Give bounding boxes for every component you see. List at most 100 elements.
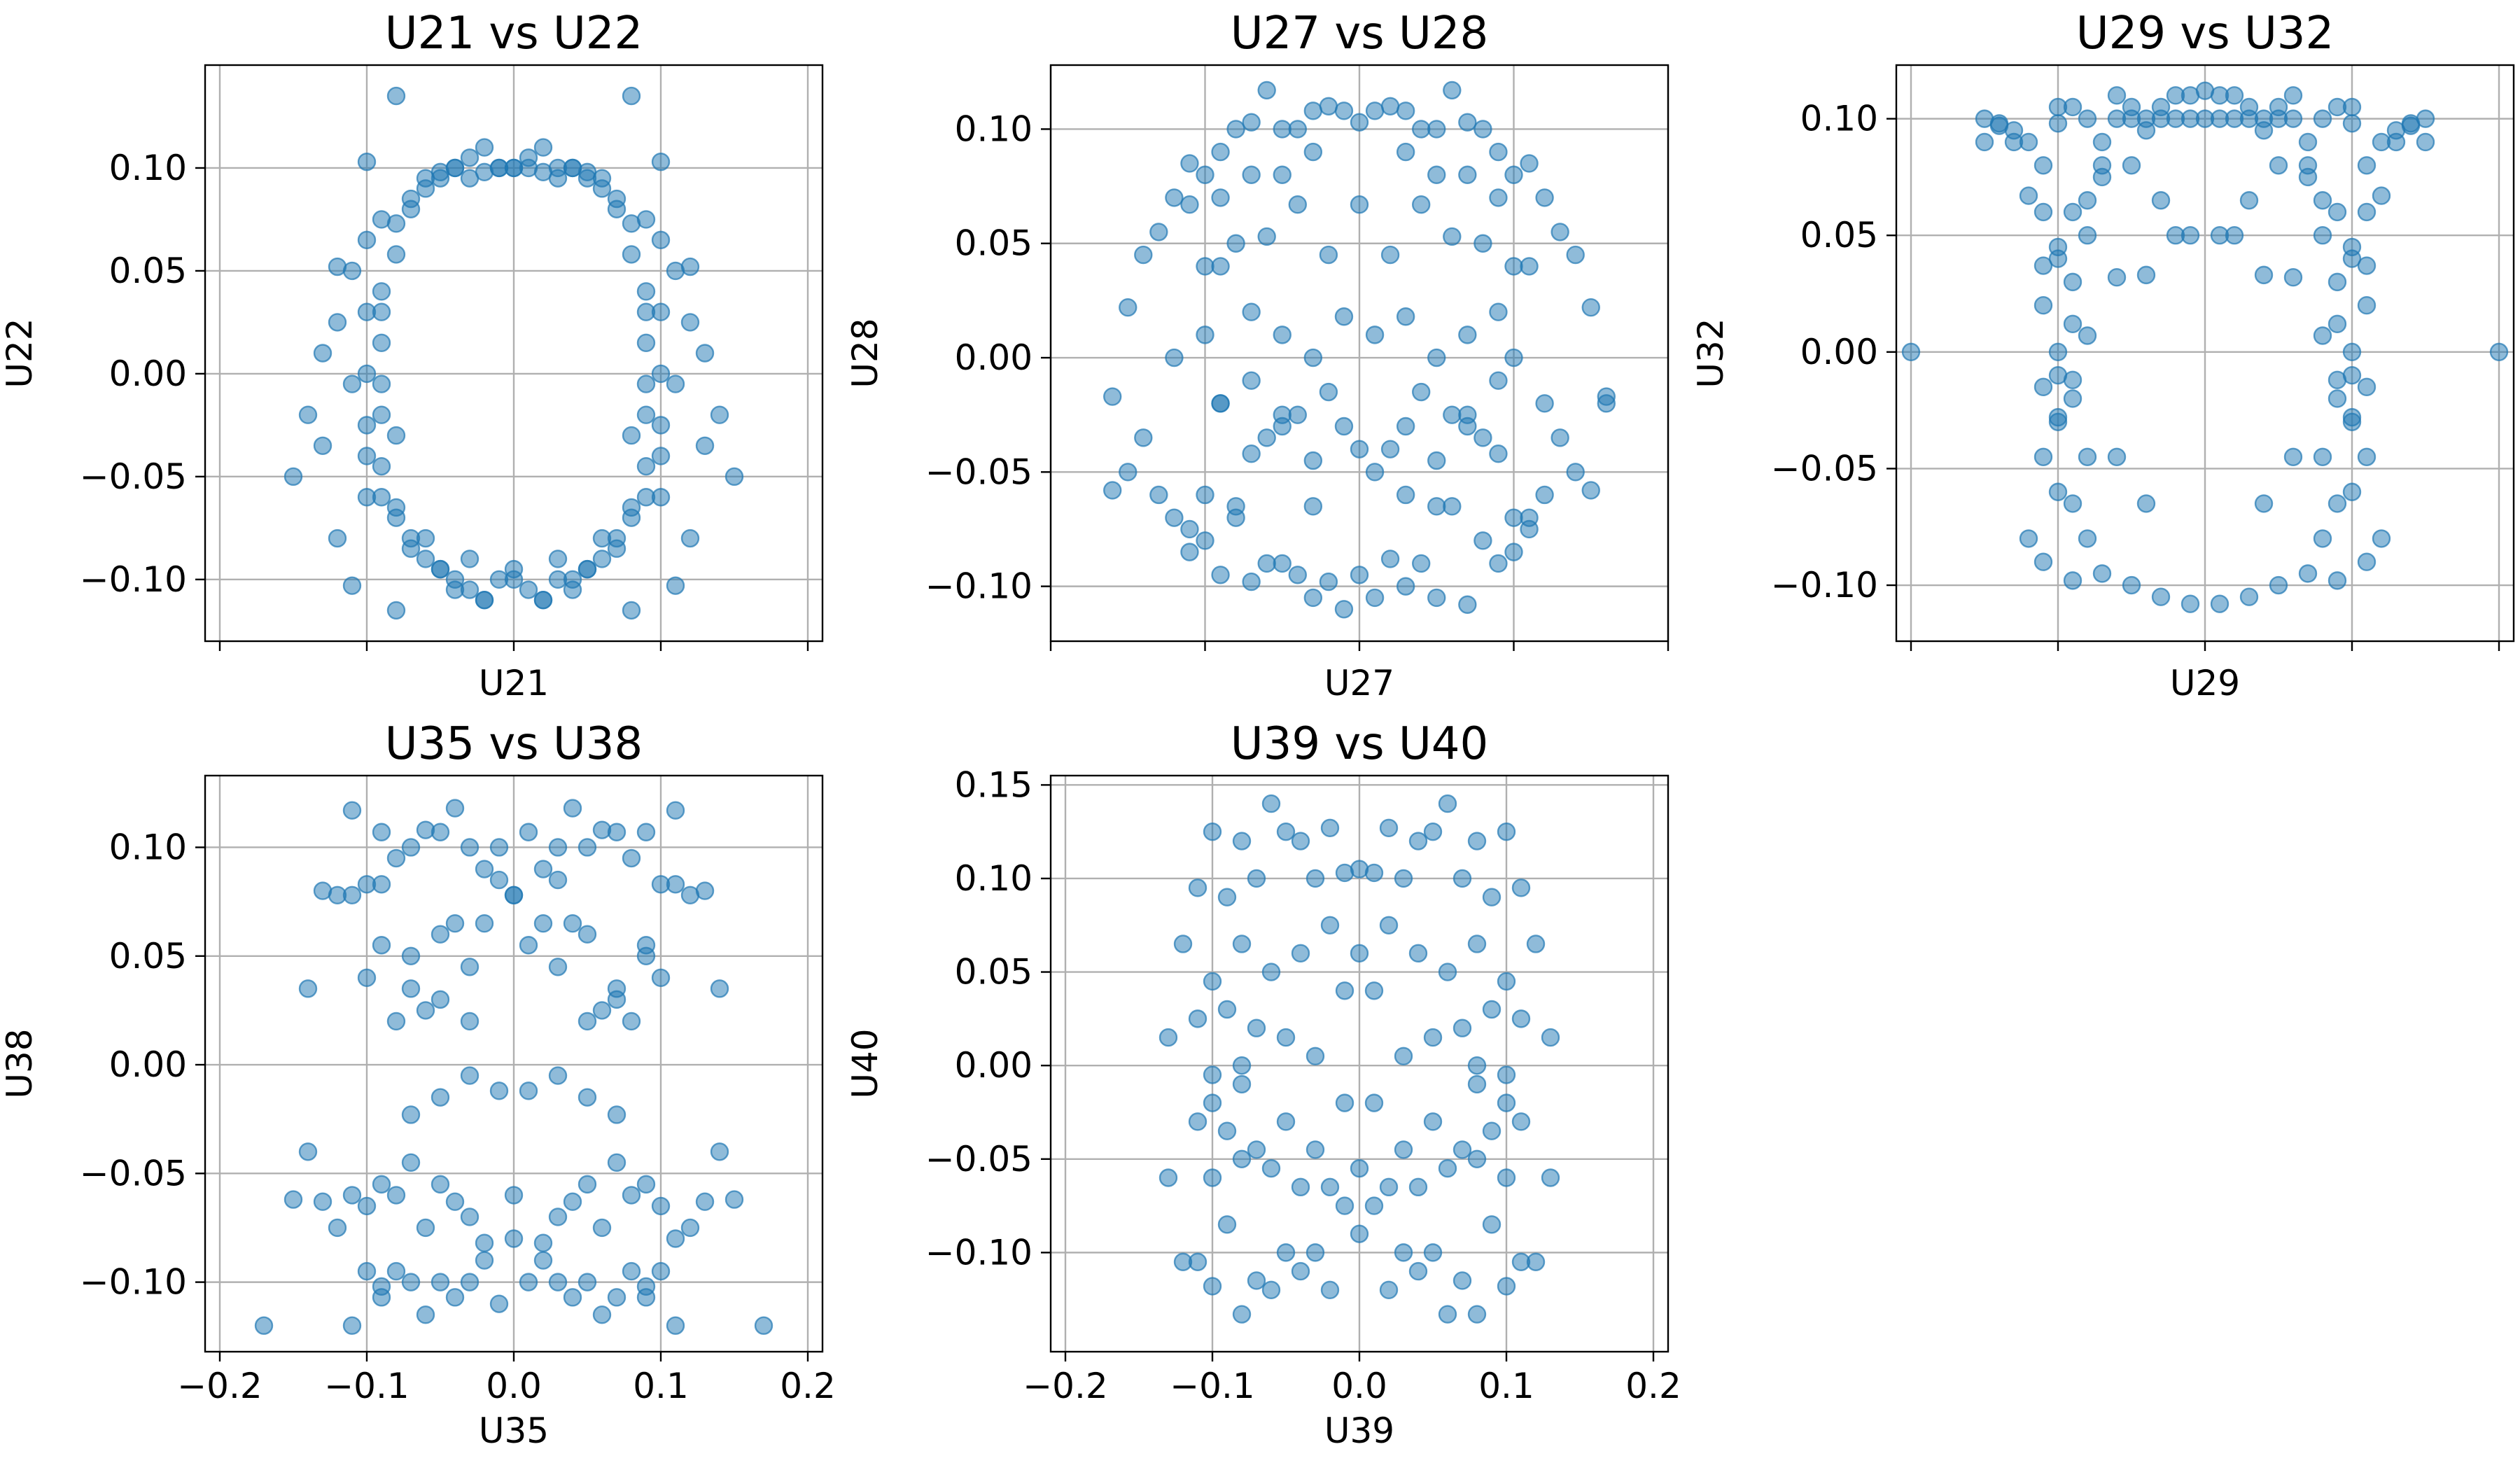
scatter-point (1458, 165, 1477, 184)
scatter-point (1180, 154, 1199, 173)
scatter-point (2019, 529, 2038, 548)
scatter-point (1975, 109, 1994, 128)
scatter-point (2283, 447, 2303, 466)
scatter-point (1247, 1140, 1266, 1159)
y-tick-label: 0.10 (955, 858, 1032, 899)
scatter-point (1319, 245, 1338, 265)
scatter-point (460, 1273, 479, 1292)
scatter-point (2063, 314, 2082, 334)
scatter-point (284, 467, 303, 486)
y-tick-label: −0.10 (925, 566, 1032, 607)
scatter-point (1203, 1065, 1222, 1084)
scatter-point (1203, 1277, 1222, 1296)
scatter-point (1196, 165, 1214, 184)
scatter-point (2269, 575, 2288, 595)
scatter-point (1196, 326, 1214, 344)
scatter-point (1364, 1093, 1384, 1112)
scatter-point (2239, 97, 2259, 117)
scatter-point (357, 447, 377, 465)
scatter-point (328, 313, 347, 332)
scatter-point (1291, 944, 1310, 963)
scatter-point (533, 1233, 553, 1252)
scatter-point (1350, 113, 1369, 132)
scatter-point (1350, 566, 1369, 584)
y-axis-label: U22 (0, 318, 40, 388)
scatter-point (460, 148, 479, 167)
scatter-point (489, 838, 509, 857)
scatter-point (622, 498, 641, 517)
scatter-point (2136, 494, 2156, 513)
scatter-point (651, 968, 671, 988)
scatter-point (1458, 113, 1477, 132)
scatter-point (2357, 552, 2376, 571)
scatter-point (1396, 307, 1415, 326)
scatter-point (1261, 1280, 1281, 1300)
scatter-point (1396, 577, 1415, 596)
scatter-point (1242, 572, 1261, 592)
scatter-point (1319, 572, 1338, 592)
x-tick-label: 0.1 (633, 1366, 689, 1406)
scatter-point (563, 1192, 582, 1211)
scatter-point (2372, 529, 2391, 548)
scatter-point (313, 881, 332, 900)
scatter-point (666, 374, 685, 393)
scatter-point (666, 801, 685, 820)
scatter-point (724, 467, 744, 486)
scatter-point (1535, 485, 1554, 505)
y-tick-label: −0.05 (925, 451, 1032, 492)
scatter-point (1306, 1046, 1325, 1066)
y-tick-label: −0.10 (80, 1262, 187, 1303)
scatter-point (1566, 245, 1585, 265)
scatter-point (2048, 114, 2068, 133)
scatter-point (1306, 869, 1325, 888)
subplot-1: −0.10 −0.05 0.00 0.05 0.10 U21 vs U22 U21 U22 (0, 8, 824, 704)
scatter-point (401, 1273, 421, 1292)
scatter-point (342, 576, 362, 595)
scatter-point (1365, 588, 1385, 608)
x-tick-label: −0.1 (1170, 1366, 1254, 1406)
scatter-point (578, 1088, 597, 1107)
scatter-point (298, 405, 318, 424)
scatter-point (1273, 165, 1292, 184)
scatter-point (2357, 377, 2376, 397)
scatter-point (1134, 245, 1153, 265)
scatter-point (1247, 869, 1266, 888)
scatter-point (1504, 542, 1523, 561)
scatter-point (666, 1316, 685, 1335)
x-axis-label: U21 (479, 663, 549, 704)
scatter-point (1334, 102, 1354, 120)
scatter-point (1335, 1093, 1354, 1112)
scatter-point (2283, 268, 2303, 287)
scatter-point (1550, 428, 1569, 447)
scatter-point (651, 1196, 671, 1216)
scatter-point (372, 302, 391, 321)
scatter-point (1458, 326, 1477, 344)
scatter-point (1291, 832, 1310, 850)
scatter-point (1335, 1196, 1354, 1215)
scatter-point (475, 913, 494, 933)
scatter-point (372, 875, 391, 894)
scatter-point (2092, 167, 2112, 187)
scatter-point (1288, 195, 1308, 214)
scatter-point (1364, 863, 1384, 883)
scatter-point (2107, 86, 2127, 105)
scatter-point (754, 1316, 774, 1335)
scatter-point (2078, 447, 2097, 466)
scatter-point (401, 838, 421, 857)
scatter-point (1467, 1056, 1487, 1075)
scatter-point (445, 1288, 465, 1307)
scatter-point (1394, 1046, 1413, 1066)
scatter-point (430, 559, 450, 579)
x-tick-label: 0.0 (1331, 1366, 1387, 1406)
scatter-point (1211, 394, 1230, 413)
scatter-point (1320, 1280, 1340, 1300)
scatter-point (1232, 832, 1252, 850)
scatter-point (519, 936, 538, 955)
scatter-point (622, 1261, 641, 1281)
scatter-point (1504, 165, 1523, 184)
scatter-point (2063, 370, 2082, 390)
scatter-point (401, 1153, 421, 1172)
scatter-point (2107, 447, 2127, 466)
scatter-point (1452, 1018, 1472, 1037)
subplot-4: −0.2 −0.1 0.0 0.1 0.2 −0.10 −0.05 0.00 0.05 0.10 U… (0, 718, 836, 1451)
